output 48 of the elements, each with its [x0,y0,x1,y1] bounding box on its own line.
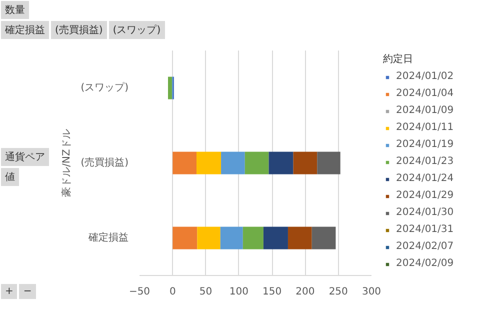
x-tick-label: 150 [262,286,282,298]
bar [197,226,220,250]
bar [244,152,269,174]
legend-label: 2024/01/30 [396,207,454,218]
legend-label: 2024/01/31 [396,224,454,235]
legend-title: 約定日 [383,52,414,66]
bar [293,152,318,174]
legend-label: 2024/02/07 [396,241,454,252]
text: + [1,284,18,299]
y-tick-label: (売買損益) [80,156,129,168]
text: 数量 [1,1,29,19]
legend-label: 2024/02/09 [396,258,454,269]
x-tick-label: 50 [199,286,212,298]
legend-label: 2024/01/24 [396,173,454,184]
x-tick-label: 250 [328,286,348,298]
bar [263,226,288,250]
y-tick-label: (スワップ) [80,82,129,94]
x-tick-label: 200 [296,286,315,298]
legend-label: 2024/01/19 [396,139,454,150]
legend-label: 2024/01/29 [396,190,454,201]
bar [168,76,172,100]
text: − [19,284,36,299]
x-tick-label: 300 [362,286,382,298]
text: (スワップ) [108,21,165,39]
bar [172,152,197,174]
y-axis-title: 豪ドル/NZドル [60,129,73,197]
bar [268,152,294,174]
bar [220,226,243,250]
y-tick-label: 確定損益 [88,232,128,244]
bar [317,152,340,174]
legend-label: 2024/01/23 [396,156,454,167]
x-tick-label: 0 [169,286,176,298]
legend-label: 2024/01/02 [396,71,454,82]
bar [288,226,312,250]
text: 確定損益 [1,21,49,39]
bar [196,152,222,174]
text: (売買損益) [51,21,107,39]
legend-label: 2024/01/04 [396,88,454,99]
legend-label: 2024/01/09 [396,105,454,116]
text: 通貨ペア [1,148,49,166]
bar [242,226,264,250]
bar [312,226,336,250]
text: 値 [1,168,19,186]
legend-label: 2024/01/11 [396,122,454,133]
x-tick-label: 100 [229,286,248,298]
x-tick-label: −50 [128,286,150,298]
bar [221,152,245,174]
bar [172,226,198,250]
